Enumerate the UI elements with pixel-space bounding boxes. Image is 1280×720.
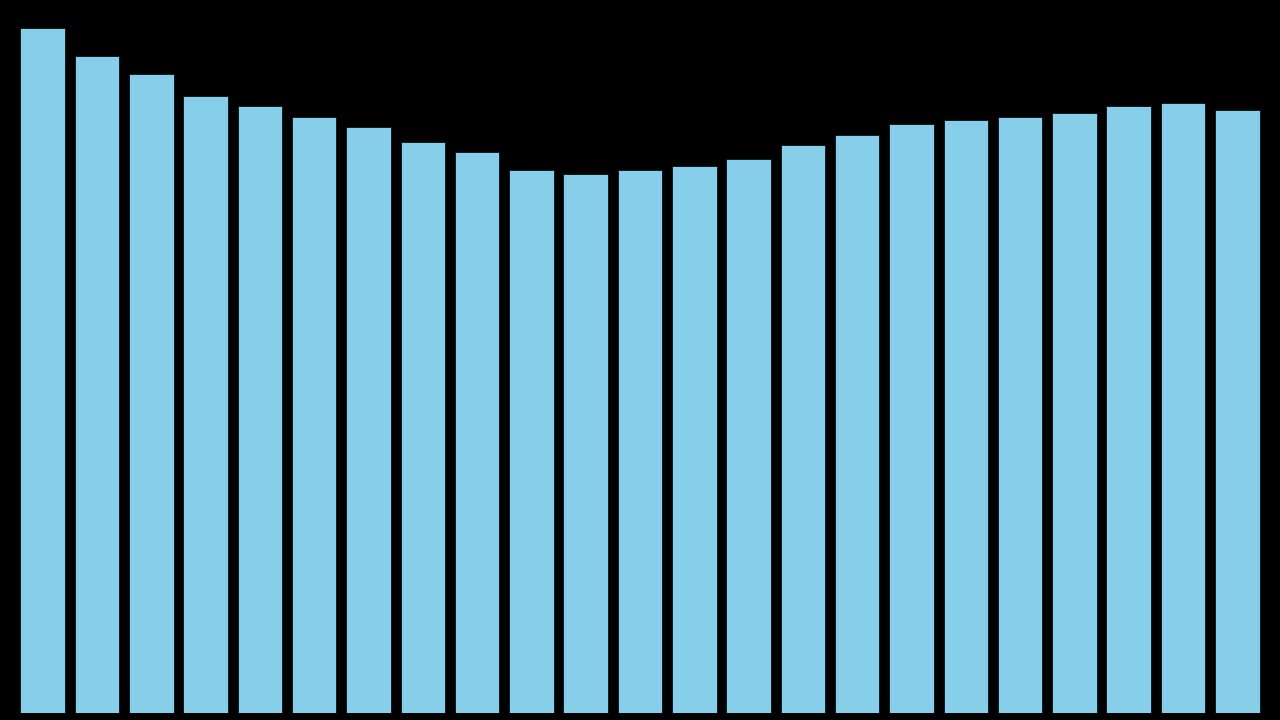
Bar <box>454 152 499 713</box>
Bar <box>672 166 717 713</box>
Bar <box>1106 106 1151 713</box>
Bar <box>563 174 608 713</box>
Bar <box>183 96 228 713</box>
Bar <box>781 145 826 713</box>
Bar <box>1215 109 1260 713</box>
Bar <box>835 135 879 713</box>
Bar <box>509 170 554 713</box>
Bar <box>292 117 337 713</box>
Bar <box>238 106 282 713</box>
Bar <box>943 120 988 713</box>
Bar <box>1161 102 1206 713</box>
Bar <box>74 56 119 713</box>
Bar <box>20 28 65 713</box>
Bar <box>129 74 174 713</box>
Bar <box>401 142 445 713</box>
Bar <box>726 159 771 713</box>
Bar <box>1052 113 1097 713</box>
Bar <box>618 170 662 713</box>
Bar <box>346 127 390 713</box>
Bar <box>998 117 1042 713</box>
Bar <box>890 124 934 713</box>
